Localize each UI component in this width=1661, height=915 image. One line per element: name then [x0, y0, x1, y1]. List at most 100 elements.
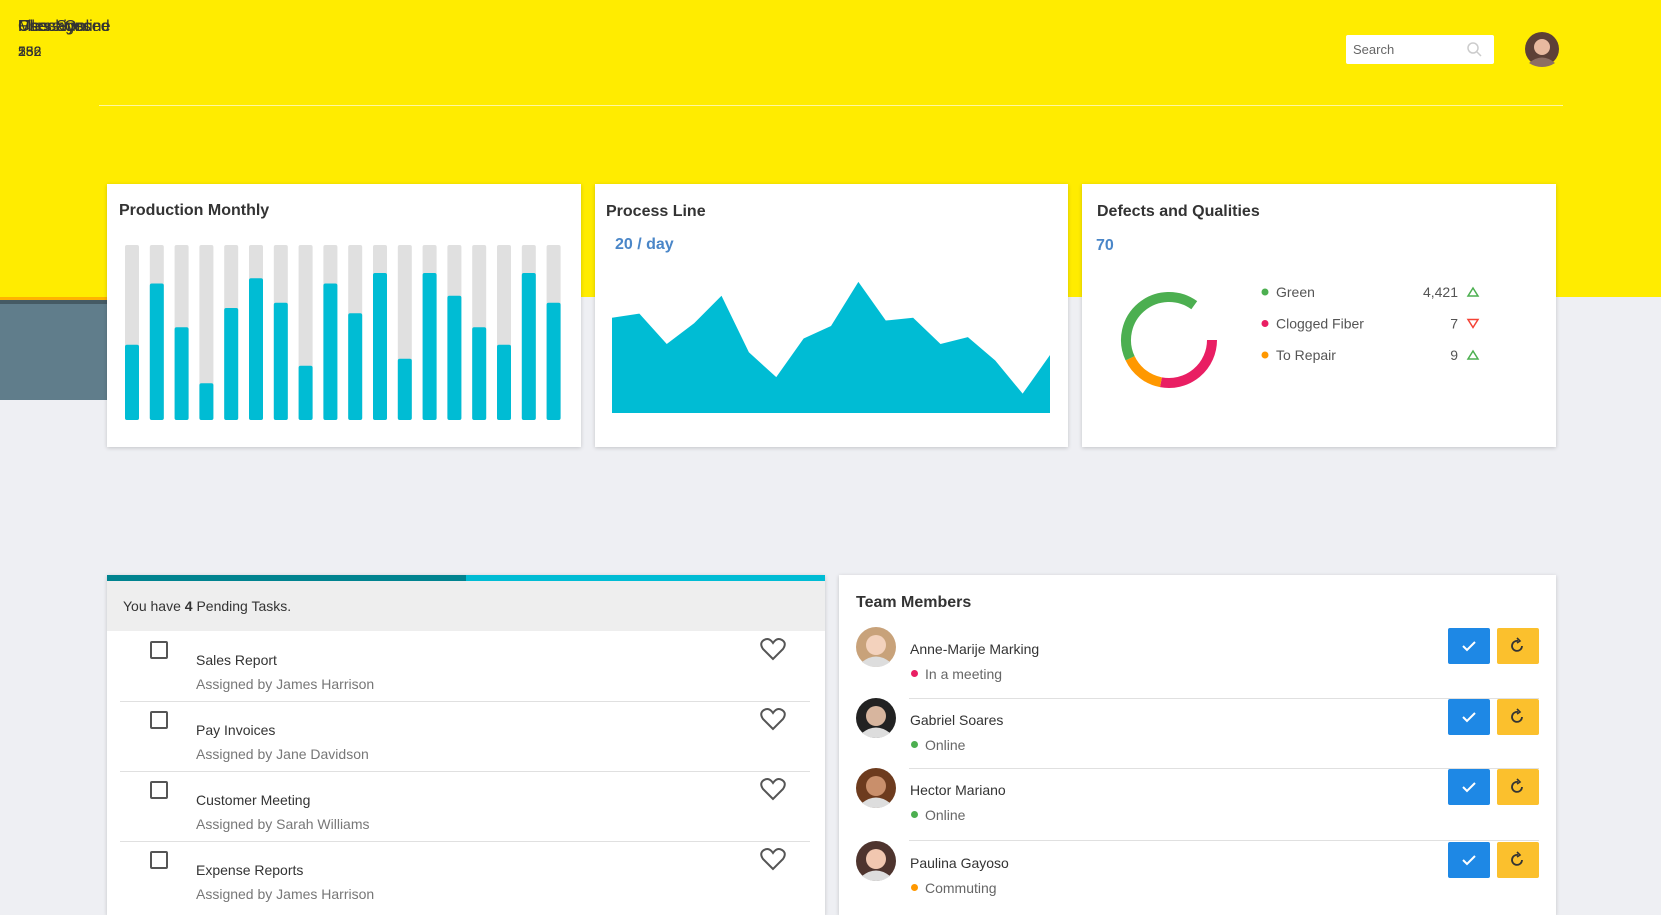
legend-value: 9 [1450, 347, 1458, 363]
bar [422, 273, 437, 420]
tasks-intro: You have 4 Pending Tasks. [123, 598, 291, 614]
stat-title: Files Synced [18, 18, 110, 35]
task-title: Customer Meeting [196, 792, 311, 808]
row-divider [120, 771, 810, 772]
row-divider [909, 768, 1539, 769]
bar [249, 278, 263, 420]
status-dot [911, 670, 918, 677]
member-status: In a meeting [925, 666, 1003, 682]
member-name: Paulina Gayoso [910, 855, 1009, 871]
header-rule [99, 105, 1563, 106]
card-title: Production Monthly [119, 202, 270, 219]
stat-title: Checkins [18, 18, 84, 35]
defects-card: Defects and Qualities 70 Green 4,421 Clogg… [1082, 184, 1556, 447]
heart-icon[interactable] [760, 848, 786, 872]
team-panel: Team Members Anne-Marije Marking In a mee… [839, 575, 1556, 915]
status-dot [911, 884, 918, 891]
check-icon [1462, 641, 1476, 652]
member-avatar [856, 768, 896, 808]
task-assigned: Assigned by James Harrison [196, 886, 375, 902]
task-row: Sales Report Assigned by James Harrison [107, 631, 825, 702]
checkbox[interactable] [150, 781, 168, 799]
donut-segment [1160, 339, 1217, 388]
stat-value: 152 [18, 43, 42, 59]
refresh-button[interactable] [1497, 769, 1539, 805]
checkbox[interactable] [150, 641, 168, 659]
status-dot [911, 741, 918, 748]
refresh-icon [1511, 708, 1523, 723]
check-icon [1462, 712, 1476, 723]
heart-icon[interactable] [760, 778, 786, 802]
legend-name: Green [1276, 284, 1315, 300]
member-avatar [856, 698, 896, 738]
bar-track [199, 245, 214, 420]
row-divider [909, 698, 1539, 699]
task-row: Customer Meeting Assigned by Sarah Willia… [107, 771, 825, 842]
refresh-icon [1511, 851, 1523, 866]
bar-chart [125, 245, 561, 420]
approve-button[interactable] [1448, 628, 1490, 664]
approve-button[interactable] [1448, 699, 1490, 735]
approve-button[interactable] [1448, 769, 1490, 805]
rate: 20 / day [615, 236, 674, 253]
member-name: Anne-Marije Marking [910, 641, 1040, 657]
bar [273, 302, 288, 420]
search-box[interactable]: Search [1346, 35, 1494, 64]
status-dot [911, 811, 918, 818]
member-name: Hector Mariano [910, 782, 1006, 798]
legend-dot [1261, 351, 1269, 359]
refresh-icon [1511, 637, 1523, 652]
member-name: Gabriel Soares [910, 712, 1004, 728]
bar [323, 283, 338, 420]
bar [348, 313, 363, 420]
bar [298, 365, 313, 420]
heart-icon[interactable] [760, 638, 786, 662]
task-title: Sales Report [196, 652, 277, 668]
total: 70 [1096, 237, 1114, 254]
legend-value: 7 [1450, 316, 1458, 332]
tasks-panel: You have 4 Pending Tasks. Sales Report As… [107, 575, 825, 915]
row-divider [909, 840, 1539, 841]
tasks-header: You have 4 Pending Tasks. [107, 581, 825, 631]
bar [397, 358, 412, 420]
legend-name: Clogged Fiber [1276, 316, 1364, 332]
donut-segment [1121, 292, 1198, 361]
approve-button[interactable] [1448, 842, 1490, 878]
trend-icon [1466, 318, 1480, 329]
bar [224, 308, 239, 420]
intro-prefix: You have [123, 598, 181, 614]
bar [149, 283, 164, 420]
check-icon [1462, 855, 1476, 866]
task-assigned: Assigned by Jane Davidson [196, 746, 369, 762]
legend-name: To Repair [1276, 347, 1336, 363]
card-title: Team Members [856, 594, 972, 611]
process-card: Process Line 20 / day [595, 184, 1068, 447]
task-title: Pay Invoices [196, 722, 276, 738]
legend-dot [1261, 320, 1269, 327]
checkbox[interactable] [150, 711, 168, 729]
bar [125, 344, 139, 420]
task-title: Expense Reports [196, 862, 304, 878]
trend-icon [1466, 286, 1480, 297]
checkbox[interactable] [150, 851, 168, 869]
card-title: Defects and Qualities [1097, 203, 1260, 220]
task-count: 4 [184, 598, 193, 614]
stat-title: Users Online [18, 18, 111, 35]
trend-icon [1466, 349, 1480, 360]
user-avatar[interactable] [1525, 32, 1565, 72]
progress-fill [107, 575, 466, 581]
member-status: Commuting [925, 880, 997, 896]
row-divider [120, 701, 810, 702]
stat-value: 256 [18, 43, 42, 59]
member-avatar [856, 627, 896, 667]
heart-icon[interactable] [760, 708, 786, 732]
refresh-button[interactable] [1497, 842, 1539, 878]
bar [199, 383, 214, 420]
donut-segment [1125, 355, 1163, 388]
task-assigned: Assigned by James Harrison [196, 676, 375, 692]
refresh-button[interactable] [1497, 699, 1539, 735]
legend-dot [1261, 288, 1269, 296]
search-icon [1467, 42, 1482, 57]
refresh-button[interactable] [1497, 628, 1539, 664]
